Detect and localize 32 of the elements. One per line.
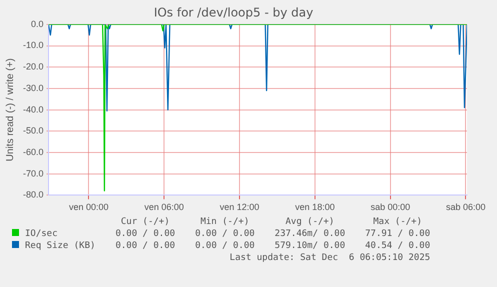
y-tick-label: -70.0: [23, 168, 44, 178]
text: 0.00 / 0.00: [114, 240, 176, 252]
y-tick-label: -50.0: [23, 126, 44, 136]
x-tick-label: sab 06:00: [446, 202, 486, 212]
text: 0.00 / 0.00: [194, 240, 255, 252]
text: 579.10m/ 0.00: [274, 240, 346, 252]
legend-label: Req Size (KB): [24, 240, 96, 252]
y-tick-label: -10.0: [23, 40, 44, 50]
y-tick-label: -20.0: [23, 62, 44, 72]
x-tick-label: ven 12:00: [220, 202, 260, 212]
x-tick-label: ven 00:00: [68, 202, 108, 212]
y-tick-label: -60.0: [23, 146, 44, 157]
x-tick-label: ven 06:00: [144, 202, 184, 212]
text: 40.54 / 0.00: [364, 240, 430, 252]
text: Avg (-/+): [284, 216, 336, 228]
y-axis-title: Units read (-) / write (+): [4, 58, 16, 162]
text: 0.00 / 0.00: [114, 228, 176, 240]
y-tick-label: -40.0: [23, 104, 44, 114]
text: Cur (-/+): [120, 216, 171, 228]
y-tick-label: 0.0: [31, 18, 44, 29]
text: Last update: Sat Dec 6 06:05:10 2025: [228, 252, 430, 264]
text: 237.46m/ 0.00: [274, 228, 346, 240]
y-tick-label: -30.0: [23, 82, 44, 93]
chart-title: IOs for /dev/loop5 - by day: [154, 5, 314, 20]
x-tick-label: ven 18:00: [295, 202, 335, 212]
x-tick-label: sab 00:00: [370, 202, 410, 212]
legend-label: IO/sec: [24, 228, 59, 240]
text: 0.00 / 0.00: [194, 228, 255, 240]
text: Max (-/+): [372, 216, 424, 228]
text: 77.91 / 0.00: [364, 228, 430, 240]
text: Min (-/+): [199, 216, 250, 228]
y-tick-label: -80.0: [23, 190, 44, 200]
